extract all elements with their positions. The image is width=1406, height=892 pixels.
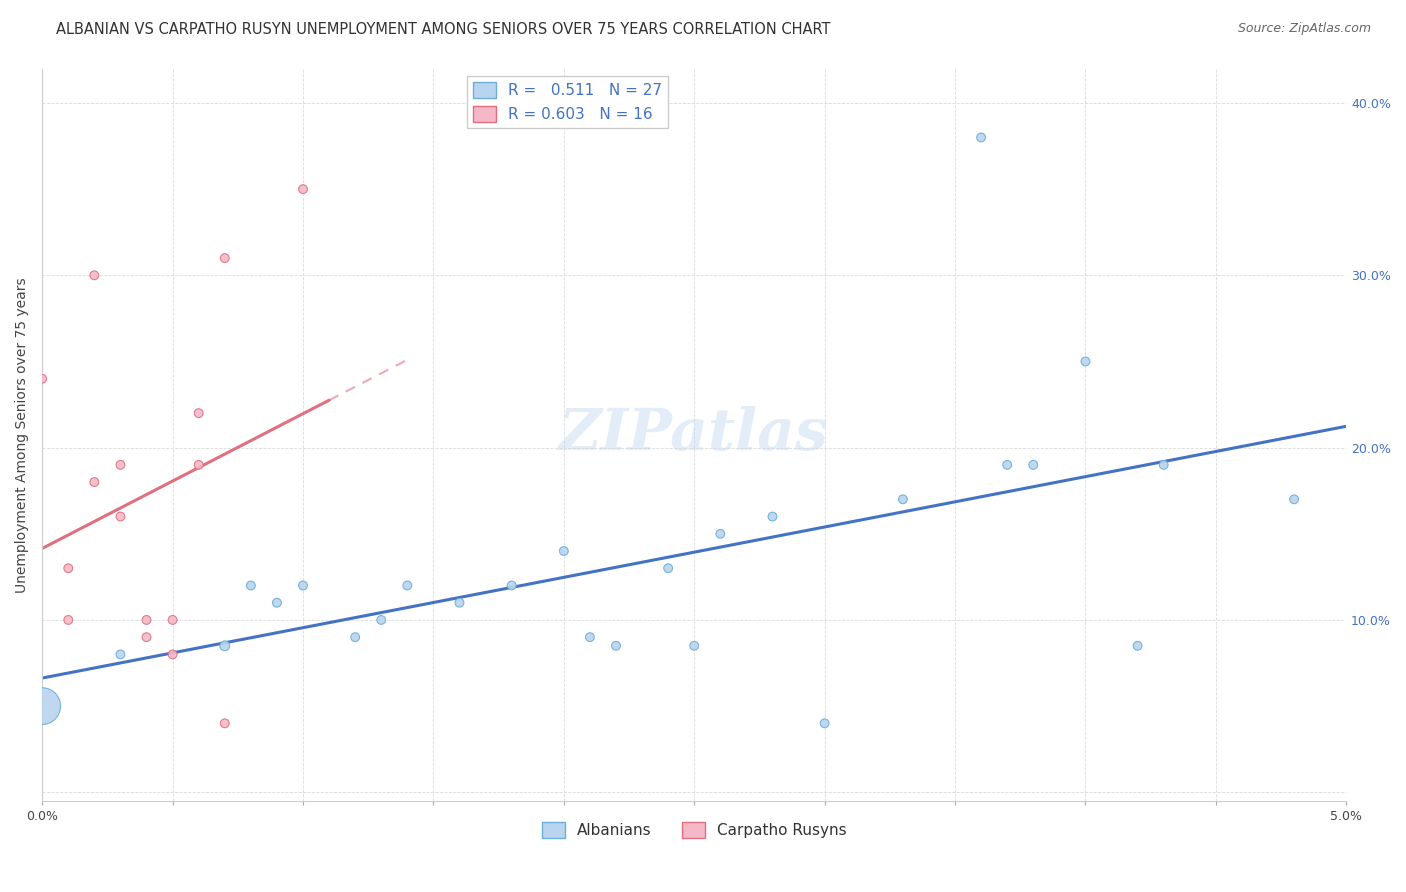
Point xyxy=(83,475,105,489)
Text: ALBANIAN VS CARPATHO RUSYN UNEMPLOYMENT AMONG SENIORS OVER 75 YEARS CORRELATION : ALBANIAN VS CARPATHO RUSYN UNEMPLOYMENT … xyxy=(56,22,831,37)
Point xyxy=(110,458,132,472)
Point xyxy=(761,509,783,524)
Point xyxy=(292,182,315,196)
Point xyxy=(214,251,236,265)
Point xyxy=(709,526,731,541)
Point xyxy=(449,596,471,610)
Point xyxy=(58,561,80,575)
Point xyxy=(344,630,367,644)
Point xyxy=(657,561,679,575)
Text: ZIPatlas: ZIPatlas xyxy=(560,407,830,463)
Point xyxy=(995,458,1018,472)
Point xyxy=(396,578,419,592)
Point xyxy=(162,648,184,662)
Point xyxy=(1282,492,1305,507)
Point xyxy=(1074,354,1097,368)
Point xyxy=(1126,639,1149,653)
Point xyxy=(31,372,53,386)
Point xyxy=(683,639,706,653)
Point xyxy=(1153,458,1175,472)
Legend: Albanians, Carpatho Rusyns: Albanians, Carpatho Rusyns xyxy=(536,816,853,845)
Point xyxy=(970,130,993,145)
Point xyxy=(214,639,236,653)
Point xyxy=(553,544,575,558)
Point xyxy=(110,648,132,662)
Point xyxy=(579,630,602,644)
Point xyxy=(58,613,80,627)
Point xyxy=(814,716,837,731)
Point xyxy=(110,509,132,524)
Point xyxy=(266,596,288,610)
Point xyxy=(135,613,157,627)
Point xyxy=(239,578,262,592)
Point xyxy=(1022,458,1045,472)
Point xyxy=(162,613,184,627)
Point xyxy=(83,268,105,283)
Point xyxy=(187,458,209,472)
Point xyxy=(891,492,914,507)
Point xyxy=(605,639,627,653)
Point xyxy=(370,613,392,627)
Point xyxy=(135,630,157,644)
Point xyxy=(501,578,523,592)
Text: Source: ZipAtlas.com: Source: ZipAtlas.com xyxy=(1237,22,1371,36)
Point xyxy=(187,406,209,420)
Point xyxy=(292,578,315,592)
Point xyxy=(31,699,53,714)
Point xyxy=(214,716,236,731)
Y-axis label: Unemployment Among Seniors over 75 years: Unemployment Among Seniors over 75 years xyxy=(15,277,30,592)
